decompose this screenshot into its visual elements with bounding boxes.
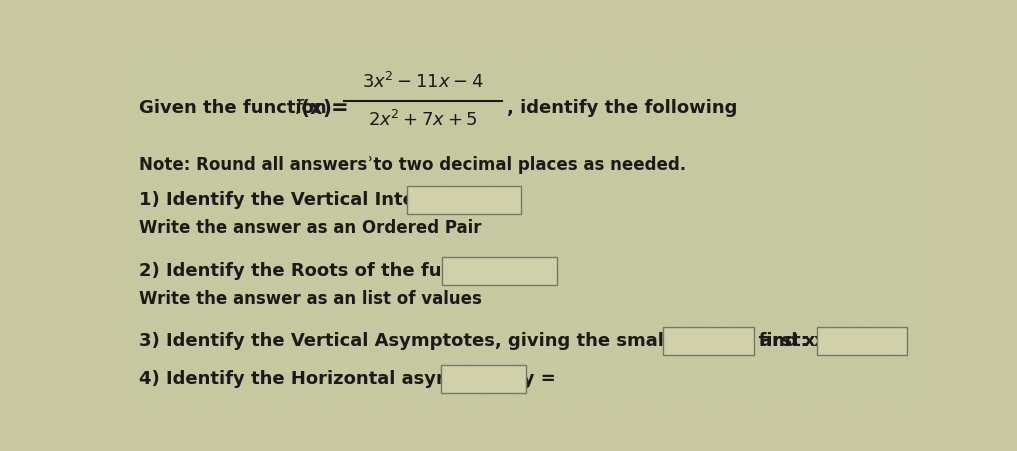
Text: , identify the following: , identify the following xyxy=(507,99,737,117)
Text: Given the function: Given the function xyxy=(139,99,333,117)
Text: and x =: and x = xyxy=(760,331,837,350)
FancyBboxPatch shape xyxy=(442,257,556,285)
Text: Write the answer as an Ordered Pair: Write the answer as an Ordered Pair xyxy=(139,219,481,237)
Text: $3x^2 - 11x - 4$: $3x^2 - 11x - 4$ xyxy=(362,72,483,92)
Text: $2x^2 + 7x + 5$: $2x^2 + 7x + 5$ xyxy=(368,110,478,130)
Text: 2) Identify the Roots of the function: x =: 2) Identify the Roots of the function: x… xyxy=(139,262,551,280)
Text: 3) Identify the Vertical Asymptotes, giving the smaller value first: x =: 3) Identify the Vertical Asymptotes, giv… xyxy=(139,331,847,350)
Text: 1) Identify the Vertical Intercept:: 1) Identify the Vertical Intercept: xyxy=(139,191,475,209)
FancyBboxPatch shape xyxy=(663,327,754,354)
FancyBboxPatch shape xyxy=(407,186,522,214)
Text: 4) Identify the Horizontal asymptote: y =: 4) Identify the Horizontal asymptote: y … xyxy=(139,370,555,388)
FancyBboxPatch shape xyxy=(440,365,526,393)
Text: =: = xyxy=(331,98,348,118)
Text: $\mathbf{\mathit{f}(x)}$: $\mathbf{\mathit{f}(x)}$ xyxy=(294,97,332,119)
Text: Note: Round all answersʾto two decimal places as needed.: Note: Round all answersʾto two decimal p… xyxy=(139,156,686,174)
Text: Write the answer as an list of values: Write the answer as an list of values xyxy=(139,290,482,308)
FancyBboxPatch shape xyxy=(817,327,907,354)
